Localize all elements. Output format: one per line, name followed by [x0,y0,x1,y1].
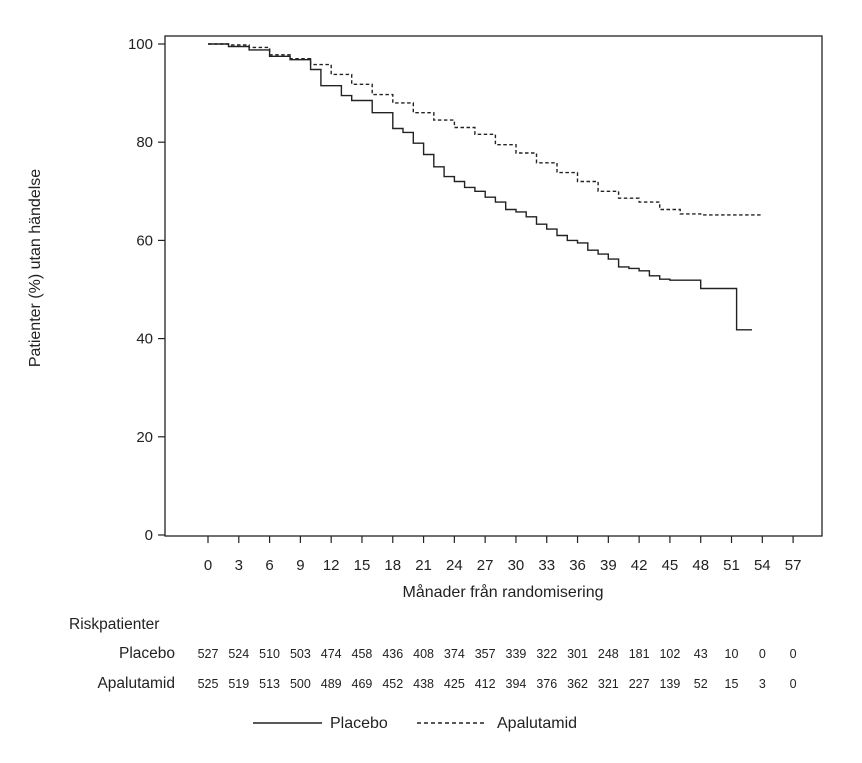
risk-value-placebo: 339 [506,647,527,661]
plot-frame [164,35,823,537]
y-axis-title: Patienter (%) utan händelse [27,169,44,367]
risk-value-placebo: 181 [629,647,650,661]
x-tick-label: 12 [323,557,340,574]
risk-value-apalutamid: 438 [413,677,434,691]
series-apalutamid [208,43,763,216]
risk-value-placebo: 503 [290,647,311,661]
y-tick-label: 20 [136,429,153,446]
x-tick-label: 3 [235,557,243,574]
risk-value-placebo: 527 [198,647,219,661]
risk-value-placebo: 408 [413,647,434,661]
risk-value-placebo: 0 [790,647,797,661]
risk-value-apalutamid: 362 [567,677,588,691]
x-tick-label: 21 [415,557,432,574]
risk-value-apalutamid: 376 [536,677,557,691]
legend-placebo-label: Placebo [330,715,388,732]
risk-value-placebo: 322 [536,647,557,661]
x-tick-label: 18 [384,557,401,574]
x-tick-label: 30 [508,557,525,574]
y-tick-label: 80 [136,134,153,151]
x-tick-label: 51 [723,557,740,574]
x-tick-label: 9 [296,557,304,574]
risk-value-apalutamid: 469 [352,677,373,691]
x-tick-label: 0 [204,557,212,574]
x-tick-label: 27 [477,557,494,574]
x-tick-label: 48 [692,557,709,574]
y-tick-label: 60 [136,232,153,249]
risk-value-placebo: 510 [259,647,280,661]
risk-value-apalutamid: 489 [321,677,342,691]
x-tick-label: 15 [354,557,371,574]
risk-value-apalutamid: 525 [198,677,219,691]
risk-value-placebo: 524 [228,647,249,661]
risk-value-apalutamid: 452 [382,677,403,691]
x-axis: 0 3 6 9 12 15 18 21 24 27 30 33 36 39 42 45 48 51 54 57 [204,536,802,574]
risk-value-apalutamid: 394 [506,677,527,691]
x-tick-label: 33 [538,557,555,574]
risk-value-apalutamid: 412 [475,677,496,691]
risk-value-apalutamid: 500 [290,677,311,691]
risk-value-placebo: 474 [321,647,342,661]
y-tick-label: 40 [136,331,153,348]
risk-table-title: Riskpatienter [69,616,159,633]
x-tick-label: 24 [446,557,463,574]
risk-value-placebo: 102 [659,647,680,661]
risk-value-placebo: 458 [352,647,373,661]
risk-value-placebo: 0 [759,647,766,661]
risk-value-apalutamid: 425 [444,677,465,691]
risk-values: 527 524 510 503 474 458 436 408 374 357 339 322 301 2… [198,647,797,691]
series-layer [208,43,763,331]
x-tick-label: 54 [754,557,771,574]
y-tick-label: 0 [145,527,153,544]
risk-value-placebo: 357 [475,647,496,661]
risk-value-placebo: 436 [382,647,403,661]
x-tick-label: 42 [631,557,648,574]
x-tick-label: 57 [785,557,802,574]
risk-value-placebo: 374 [444,647,465,661]
x-tick-label: 39 [600,557,617,574]
y-axis: 0 20 40 60 80 100 [128,36,165,544]
x-axis-title: Månader från randomisering [403,583,604,601]
risk-value-placebo: 43 [694,647,708,661]
series-placebo [208,43,752,331]
risk-value-apalutamid: 15 [725,677,739,691]
risk-value-apalutamid: 519 [228,677,249,691]
risk-value-placebo: 301 [567,647,588,661]
risk-row-label-placebo: Placebo [119,645,175,662]
risk-value-apalutamid: 227 [629,677,650,691]
risk-value-placebo: 10 [725,647,739,661]
legend-apalutamid-label: Apalutamid [497,715,577,732]
risk-value-apalutamid: 139 [659,677,680,691]
risk-value-apalutamid: 52 [694,677,708,691]
risk-value-apalutamid: 321 [598,677,619,691]
risk-value-apalutamid: 0 [790,677,797,691]
risk-value-placebo: 248 [598,647,619,661]
risk-value-apalutamid: 3 [759,677,766,691]
y-tick-label: 100 [128,36,153,53]
x-tick-label: 36 [569,557,586,574]
legend: Placebo Apalutamid [253,715,577,732]
risk-row-label-apalutamid: Apalutamid [97,675,175,692]
risk-value-apalutamid: 513 [259,677,280,691]
x-tick-label: 45 [662,557,679,574]
x-tick-label: 6 [265,557,273,574]
